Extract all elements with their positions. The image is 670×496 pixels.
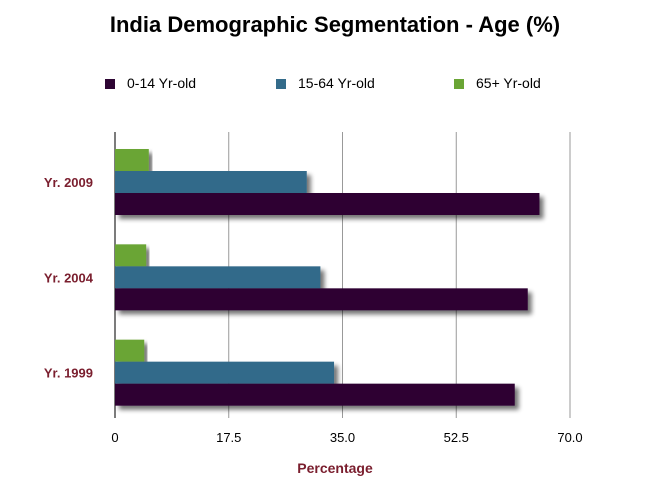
legend-label-15-64: 15-64 Yr-old [298,75,375,91]
bar-0-14 [115,193,540,215]
x-axis-title: Percentage [297,460,373,476]
legend-item-15-64: 15-64 Yr-old [276,75,375,91]
legend-swatch-15-64 [276,79,286,89]
x-tick-label: 35.0 [330,430,355,445]
legend-item-0-14: 0-14 Yr-old [105,75,196,91]
bar-0-14 [115,383,515,406]
x-tick-label: 17.5 [216,430,241,445]
bar-15-64 [115,171,307,193]
bar-65-plus [115,339,145,362]
bar-65-plus [115,149,149,171]
legend-label-0-14: 0-14 Yr-old [127,75,197,91]
category-label: Yr. 1999 [44,366,93,381]
legend-swatch-0-14 [105,79,115,89]
chart-title: India Demographic Segmentation - Age (%) [109,12,561,37]
category-label: Yr. 2004 [44,270,94,285]
x-tick-label: 70.0 [557,430,582,445]
category-label: Yr. 2009 [44,175,93,190]
legend: 0-14 Yr-old 15-64 Yr-old 65+ Yr-old [0,75,670,93]
legend-label-65-plus: 65+ Yr-old [476,75,541,91]
bar-0-14 [115,288,528,311]
bar-15-64 [115,361,335,384]
legend-swatch-65-plus [454,79,464,89]
bar-65-plus [115,244,147,267]
bar-15-64 [115,266,321,289]
x-tick-label: 0 [111,430,118,445]
legend-item-65-plus: 65+ Yr-old [454,75,541,91]
x-tick-label: 52.5 [444,430,469,445]
